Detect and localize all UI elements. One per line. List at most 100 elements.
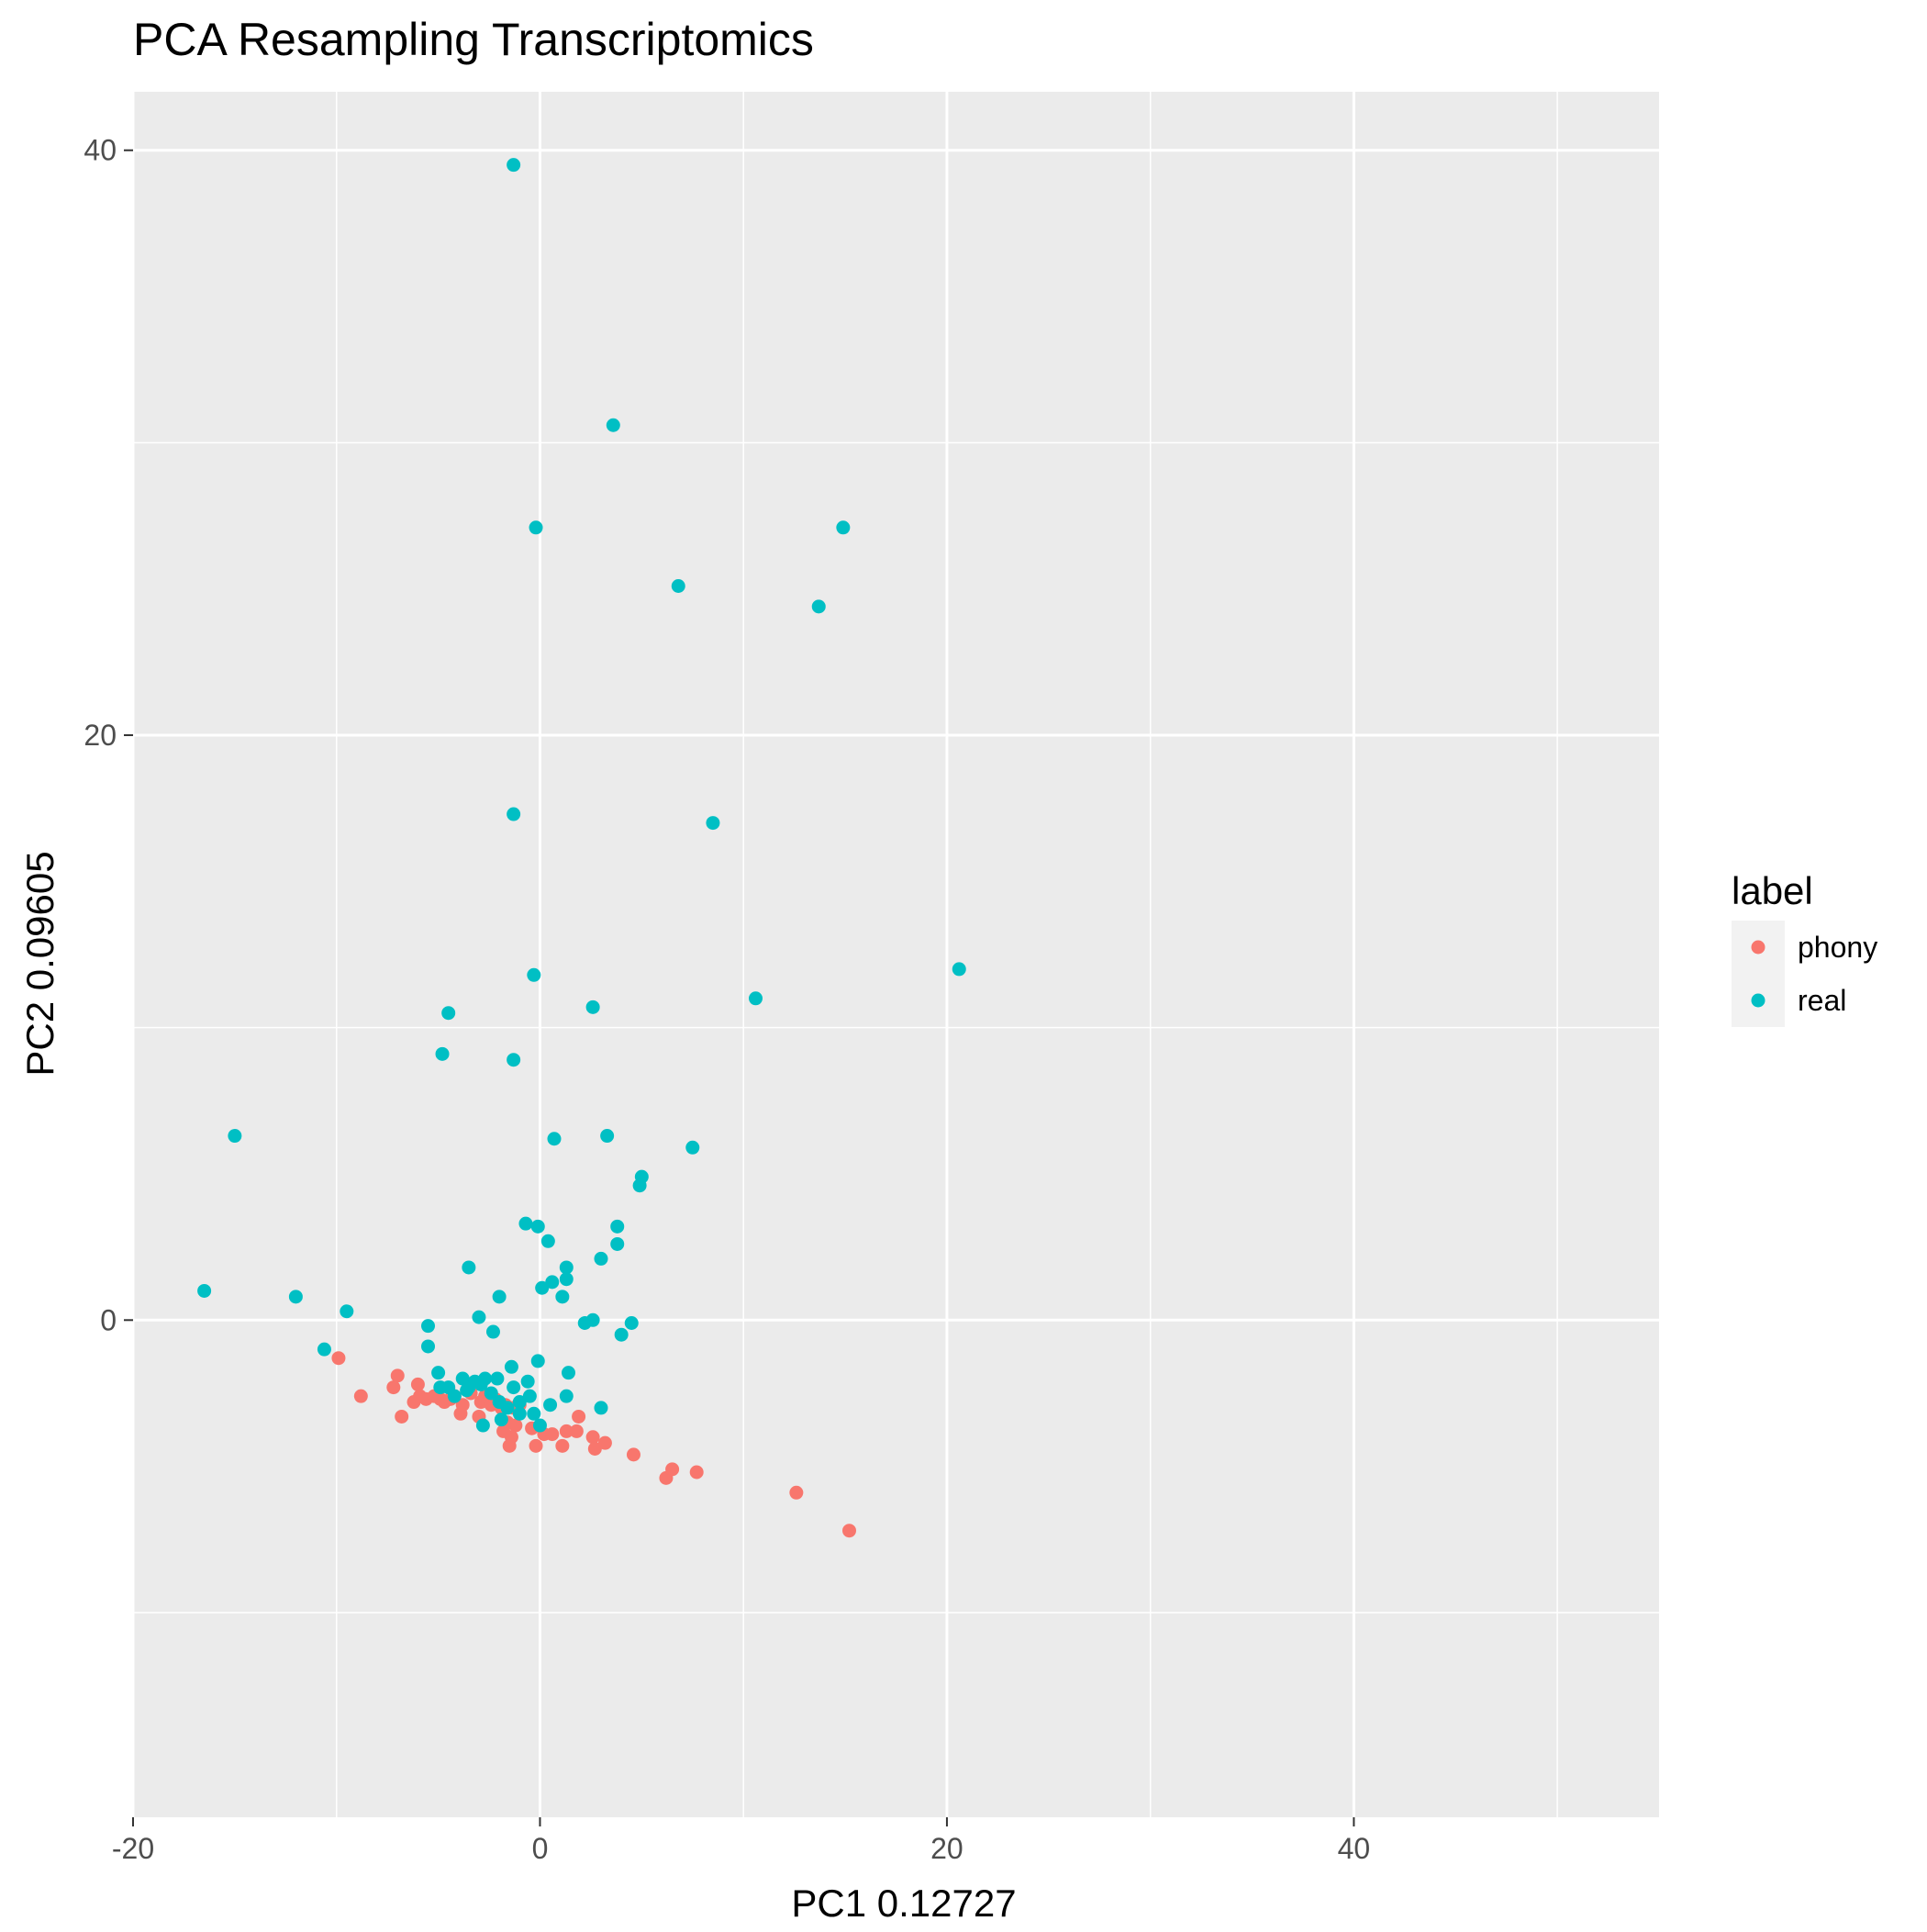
x-tick-label: 0 bbox=[532, 1832, 549, 1865]
data-point-phony bbox=[689, 1465, 704, 1480]
data-point-real bbox=[512, 1406, 527, 1421]
y-tick-label: 0 bbox=[100, 1303, 117, 1336]
data-point-real bbox=[706, 816, 720, 831]
data-point-real bbox=[527, 967, 541, 982]
data-point-phony bbox=[569, 1424, 584, 1438]
data-point-real bbox=[197, 1283, 212, 1298]
data-point-real bbox=[507, 158, 521, 173]
data-point-real bbox=[485, 1324, 500, 1339]
data-point-real bbox=[520, 1374, 535, 1389]
data-point-real bbox=[555, 1290, 570, 1304]
data-point-phony bbox=[626, 1447, 640, 1462]
y-axis-ticks: 0 20 40 bbox=[84, 134, 133, 1336]
legend-marker-real bbox=[1751, 993, 1765, 1008]
data-point-real bbox=[540, 1234, 555, 1248]
plot-panel bbox=[133, 92, 1659, 1817]
data-point-real bbox=[529, 520, 543, 535]
data-point-real bbox=[749, 991, 763, 1006]
data-point-real bbox=[530, 1354, 545, 1368]
data-point-real bbox=[490, 1371, 505, 1386]
minor-gridlines bbox=[133, 92, 1659, 1817]
data-point-real bbox=[504, 1359, 518, 1374]
data-point-phony bbox=[559, 1424, 574, 1438]
legend: label phony real bbox=[1732, 869, 1877, 1027]
data-point-real bbox=[671, 579, 685, 594]
x-tick-label: 20 bbox=[930, 1832, 964, 1865]
data-point-phony bbox=[842, 1524, 857, 1538]
data-point-real bbox=[462, 1260, 476, 1275]
data-point-real bbox=[559, 1260, 574, 1275]
data-point-real bbox=[492, 1290, 507, 1304]
data-point-phony bbox=[529, 1438, 543, 1453]
data-point-real bbox=[431, 1366, 446, 1380]
data-point-phony bbox=[585, 1430, 600, 1445]
data-point-real bbox=[472, 1310, 486, 1324]
data-point-phony bbox=[572, 1409, 586, 1424]
data-point-real bbox=[624, 1315, 639, 1330]
data-point-real bbox=[545, 1275, 560, 1290]
data-point-real bbox=[478, 1371, 493, 1386]
data-point-phony bbox=[789, 1485, 804, 1500]
data-point-real bbox=[507, 1380, 521, 1395]
data-point-phony bbox=[587, 1442, 602, 1457]
data-point-real bbox=[632, 1178, 647, 1193]
data-point-phony bbox=[331, 1351, 346, 1366]
data-point-real bbox=[610, 1219, 625, 1234]
data-point-phony bbox=[504, 1430, 518, 1445]
data-point-real bbox=[836, 520, 851, 535]
data-point-real bbox=[340, 1304, 354, 1319]
data-point-real bbox=[421, 1319, 436, 1334]
x-tick-label: 40 bbox=[1338, 1832, 1371, 1865]
data-point-phony bbox=[555, 1438, 570, 1453]
data-point-phony bbox=[453, 1406, 468, 1421]
data-point-real bbox=[288, 1290, 303, 1304]
data-point-real bbox=[522, 1389, 537, 1403]
chart-title: PCA Resampling Transcriptomics bbox=[133, 14, 814, 65]
data-point-real bbox=[547, 1132, 562, 1146]
data-point-phony bbox=[508, 1418, 523, 1433]
legend-title: label bbox=[1732, 869, 1813, 912]
data-point-real bbox=[535, 1280, 550, 1295]
data-point-phony bbox=[665, 1462, 680, 1477]
data-point-real bbox=[530, 1219, 545, 1234]
data-point-real bbox=[585, 1312, 600, 1327]
data-point-phony bbox=[353, 1389, 368, 1403]
data-point-phony bbox=[390, 1368, 405, 1383]
data-point-real bbox=[606, 418, 620, 432]
y-tick-label: 40 bbox=[84, 134, 117, 167]
data-point-real bbox=[610, 1236, 625, 1251]
data-point-real bbox=[562, 1366, 576, 1380]
legend-label-phony: phony bbox=[1798, 931, 1877, 964]
x-axis-ticks: -20 0 20 40 bbox=[112, 1817, 1370, 1865]
data-point-real bbox=[543, 1398, 558, 1413]
data-point-phony bbox=[545, 1427, 560, 1442]
data-point-real bbox=[559, 1389, 574, 1403]
data-points bbox=[197, 158, 966, 1538]
y-tick-label: 20 bbox=[84, 719, 117, 752]
data-point-real bbox=[594, 1251, 608, 1266]
data-point-real bbox=[507, 807, 521, 821]
legend-label-real: real bbox=[1798, 984, 1846, 1017]
data-point-phony bbox=[386, 1380, 401, 1395]
data-point-real bbox=[484, 1386, 498, 1401]
data-point-real bbox=[527, 1406, 541, 1421]
x-axis-title: PC1 0.12727 bbox=[791, 1882, 1016, 1925]
data-point-real bbox=[435, 1046, 450, 1061]
data-point-real bbox=[447, 1389, 462, 1403]
data-point-real bbox=[228, 1129, 242, 1144]
major-gridlines bbox=[131, 92, 1659, 1817]
data-point-real bbox=[512, 1395, 527, 1410]
data-point-real bbox=[585, 1000, 600, 1014]
data-point-real bbox=[594, 1401, 608, 1415]
data-point-real bbox=[475, 1418, 490, 1433]
data-point-phony bbox=[395, 1409, 409, 1424]
data-point-real bbox=[532, 1418, 547, 1433]
data-point-real bbox=[811, 599, 826, 614]
data-point-real bbox=[460, 1383, 474, 1398]
data-point-real bbox=[600, 1129, 615, 1144]
data-point-real bbox=[559, 1272, 574, 1287]
data-point-real bbox=[685, 1140, 700, 1155]
x-tick-label: -20 bbox=[112, 1832, 154, 1865]
